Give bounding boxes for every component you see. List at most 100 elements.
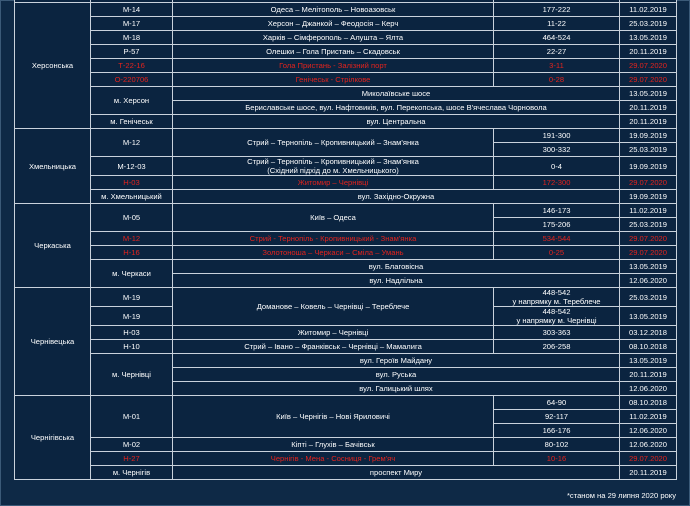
table-row: М-17 Херсон – Джанкой – Феодосія – Керч 11… — [15, 16, 677, 31]
table-cell: 300-332 — [493, 142, 620, 157]
table-cell: Н-27 — [90, 451, 173, 466]
table-cell: Н-16 — [90, 245, 173, 260]
table-cell: 11.02.2019 — [619, 203, 677, 218]
table-cell: Р-57 — [90, 44, 173, 59]
table-cell: м. Херсон — [90, 86, 173, 115]
table-row: Н-03 Житомир – Чернівці 303-363 03.12.2018 — [15, 325, 677, 340]
table-cell: 448-542 у напрямку м. Тереблече — [493, 287, 620, 307]
table-cell: М-12 — [90, 128, 173, 157]
table-cell: м. Черкаси — [90, 259, 173, 288]
table-row: М-12 Стрий - Тернопіль - Кропивницький - … — [15, 231, 677, 246]
table-cell: 10-16 — [493, 451, 620, 466]
table-cell: 80-102 — [493, 437, 620, 452]
table-row: Черкаська М-05 Київ – Одеса 146-173 11.02.20… — [14, 203, 677, 288]
table-cell: Чернівецька — [14, 287, 91, 396]
table-cell: 13.05.2019 — [619, 30, 677, 45]
table-cell: М-12-03 — [90, 156, 173, 176]
table-cell: Хмельницька — [14, 128, 91, 204]
table-cell: Стрий – Івано – Франківськ – Чернівці – … — [172, 339, 494, 354]
table-cell: 177-222 — [493, 2, 620, 17]
table-cell: 20.11.2019 — [619, 44, 677, 59]
table-row: м. Херсон Миколаївське шосе 13.05.2019 — [15, 86, 677, 115]
table-cell: Т-22-16 — [90, 58, 173, 73]
roads-repair-table: Херсонська М-14 Одеса – Мелітополь – Новоа… — [14, 0, 677, 480]
table-cell: 13.05.2019 — [619, 306, 677, 326]
table-cell: Житомир – Чернівці — [172, 325, 494, 340]
table-cell: 146-173 — [493, 203, 620, 218]
table-cell: Стрий – Тернопіль – Кропивницький – Знам… — [172, 156, 494, 176]
table-cell: Кіпті – Глухів – Бачівськ — [172, 437, 494, 452]
table-cell: Київ – Чернігів – Нові Яриловичі — [172, 395, 494, 438]
table-cell: 13.05.2019 — [619, 259, 677, 274]
table-cell: 20.11.2019 — [619, 114, 677, 129]
table-cell: Н-03 — [90, 325, 173, 340]
table-row: Н-10 Стрий – Івано – Франківськ – Чернівц… — [15, 339, 677, 354]
table-cell: М-19 — [90, 306, 173, 326]
table-cell: 0-28 — [493, 72, 620, 87]
table-cell: 13.05.2019 — [619, 353, 677, 368]
table-cell: Чернігів - Мена - Сосниця - Грем'яч — [172, 451, 494, 466]
table-cell: вул. Галицький шлях — [172, 381, 620, 396]
table-row: Чернігівська М-01 Київ – Чернігів – Нові Я… — [14, 395, 677, 480]
table-cell: 12.06.2020 — [619, 381, 677, 396]
table-cell: 166-176 — [493, 423, 620, 438]
table-cell: 191-300 — [493, 128, 620, 143]
table-cell: 19.09.2019 — [619, 156, 677, 176]
table-cell: 206-258 — [493, 339, 620, 354]
table-row: Н-16 Золотоноша – Черкаси – Сміла – Умань… — [15, 245, 677, 260]
table-row: Н-27 Чернігів - Мена - Сосниця - Грем'яч 1… — [15, 451, 677, 466]
table-cell: 303-363 — [493, 325, 620, 340]
table-cell: 25.03.2019 — [619, 287, 677, 307]
table-cell: 22-27 — [493, 44, 620, 59]
table-row: Т-22-16 Гола Пристань - Залізний порт 3-11… — [15, 58, 677, 73]
table-row: М-19 448-542 у напрямку м. Чернівці 13.05.… — [15, 306, 677, 326]
table-row: М-18 Харків – Сімферополь – Алушта – Ялта… — [15, 30, 677, 45]
table-cell: Миколаївське шосе — [172, 86, 620, 101]
table-cell: 20.11.2019 — [619, 465, 677, 480]
table-cell: 29.07.2020 — [619, 245, 677, 260]
table-cell: О-220706 — [90, 72, 173, 87]
table-row: м. Чернівці вул. Героїв Майдану 13.05.2019 — [15, 353, 677, 396]
table-cell: Стрий - Тернопіль - Кропивницький - Знам… — [172, 231, 494, 246]
table-cell: вул. Надлільна — [172, 273, 620, 288]
table-cell: М-02 — [90, 437, 173, 452]
table-cell: Золотоноша – Черкаси – Сміла – Умань — [172, 245, 494, 260]
table-cell: 20.11.2019 — [619, 367, 677, 382]
table-cell: 3-11 — [493, 58, 620, 73]
table-cell: 12.06.2020 — [619, 437, 677, 452]
table-cell: 03.12.2018 — [619, 325, 677, 340]
table-cell: вул. Руська — [172, 367, 620, 382]
table-cell: Н-10 — [90, 339, 173, 354]
table-row: Р-57 Олешки – Гола Пристань – Скадовськ 22… — [15, 44, 677, 59]
table-cell: Доманове – Ковель – Чернівці – Тереблече — [172, 287, 494, 326]
table-cell: Стрий – Тернопіль – Кропивницький – Знам… — [172, 128, 494, 157]
table-cell: м. Чернівці — [90, 353, 173, 396]
table-row: м. Генічеськ вул. Центральна 20.11.2019 — [15, 114, 677, 129]
table-cell: Житомир – Чернівці — [172, 175, 494, 190]
table-row: М-02 Кіпті – Глухів – Бачівськ 80-102 12.06… — [15, 437, 677, 452]
table-cell: 448-542 у напрямку м. Чернівці — [493, 306, 620, 326]
table-cell: М-12 — [90, 231, 173, 246]
table-cell: 08.10.2018 — [619, 395, 677, 410]
table-cell: 0-4 — [493, 156, 620, 176]
table-cell: М-14 — [90, 2, 173, 17]
table-cell: 11.02.2019 — [619, 409, 677, 424]
table-cell: 29.07.2020 — [619, 72, 677, 87]
table-cell: Олешки – Гола Пристань – Скадовськ — [172, 44, 494, 59]
table-row: Н-03 Житомир – Чернівці 172-300 29.07.2020 — [15, 175, 677, 190]
table-cell: проспект Миру — [172, 465, 620, 480]
table-cell: вул. Західно-Окружна — [172, 189, 620, 204]
table-cell: Одеса – Мелітополь – Новоазовськ — [172, 2, 494, 17]
table-cell: 19.09.2019 — [619, 189, 677, 204]
table-cell: 19.09.2019 — [619, 128, 677, 143]
table-cell: М-01 — [90, 395, 173, 438]
table-cell: м. Генічеськ — [90, 114, 173, 129]
table-cell: Гола Пристань - Залізний порт — [172, 58, 494, 73]
table-cell: Харків – Сімферополь – Алушта – Ялта — [172, 30, 494, 45]
table-row: Чернівецька М-19 Доманове – Ковель – Черні… — [14, 287, 677, 396]
table-cell: 29.07.2020 — [619, 451, 677, 466]
table-row: Хмельницька М-12 Стрий – Тернопіль – Кропи… — [14, 128, 677, 204]
table-row: м. Чернігів проспект Миру 20.11.2019 — [15, 465, 677, 480]
table-row: вул. Руська 20.11.2019 — [15, 367, 677, 382]
table-cell: 12.06.2020 — [619, 273, 677, 288]
